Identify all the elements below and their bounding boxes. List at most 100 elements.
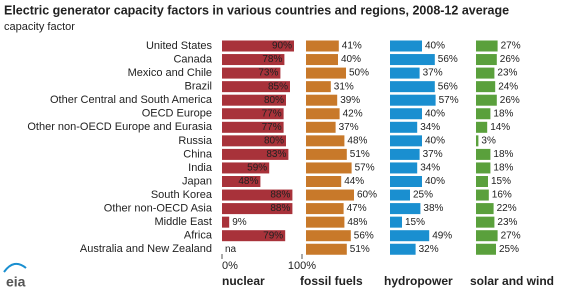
- value-label: 90%: [272, 41, 292, 52]
- value-label: 77%: [262, 108, 282, 119]
- logo: eia: [3, 262, 27, 290]
- value-label: 85%: [268, 81, 288, 92]
- value-label: 38%: [423, 203, 443, 214]
- bar: [476, 243, 496, 255]
- bar: [222, 203, 293, 215]
- bar: [306, 81, 331, 93]
- bar: [476, 176, 488, 187]
- bar: [222, 189, 293, 201]
- bar: [222, 162, 270, 174]
- value-label: 26%: [500, 54, 520, 65]
- bar: [222, 81, 290, 93]
- value-label: 24%: [498, 81, 518, 92]
- bar: [476, 162, 491, 174]
- value-label: 22%: [497, 203, 517, 214]
- bar: [390, 67, 420, 79]
- chart-subtitle: capacity factor: [4, 21, 75, 33]
- bar: [222, 108, 284, 120]
- category-label: United States: [146, 40, 213, 52]
- value-label: 77%: [262, 122, 282, 133]
- value-label: 59%: [247, 163, 267, 174]
- value-label: 56%: [354, 230, 374, 241]
- bar: [306, 203, 344, 215]
- value-label: 79%: [263, 230, 283, 241]
- value-label: 88%: [270, 203, 290, 214]
- value-label: 40%: [425, 108, 445, 119]
- value-label: 27%: [501, 230, 521, 241]
- value-label: 40%: [341, 54, 361, 65]
- category-label: Canada: [173, 53, 212, 65]
- category-label: Africa: [184, 230, 213, 242]
- bar: [476, 54, 497, 66]
- value-label: 9%: [232, 217, 247, 228]
- bar: [222, 135, 286, 147]
- logo-text: eia: [6, 274, 26, 290]
- category-label: Japan: [182, 175, 212, 187]
- bar: [476, 121, 488, 133]
- bar: [390, 216, 402, 228]
- bar: [476, 230, 498, 242]
- value-label: 51%: [350, 244, 370, 255]
- x-tick-label: 100%: [288, 260, 316, 272]
- value-label: 80%: [264, 135, 284, 146]
- value-label: 83%: [266, 149, 286, 160]
- value-label: 40%: [425, 41, 445, 52]
- bar: [390, 40, 422, 52]
- value-label: 56%: [438, 54, 458, 65]
- bar: [306, 230, 351, 242]
- bar: [390, 189, 410, 201]
- bar: [476, 203, 494, 215]
- bar: [390, 230, 430, 242]
- value-label: 25%: [413, 190, 433, 201]
- bar: [222, 216, 230, 228]
- value-label: 3%: [481, 135, 496, 146]
- category-label: India: [188, 162, 213, 174]
- category-label: Mexico and Chile: [128, 67, 212, 79]
- chart-title: Electric generator capacity factors in v…: [4, 3, 509, 17]
- legend-label: fossil fuels: [300, 274, 363, 288]
- legend-label: solar and wind: [470, 274, 554, 288]
- value-label: na: [225, 244, 237, 255]
- bar: [306, 54, 338, 66]
- value-label: 88%: [270, 190, 290, 201]
- logo-arc: [3, 262, 27, 273]
- bar: [476, 189, 489, 201]
- bar: [222, 54, 285, 66]
- value-label: 25%: [499, 244, 519, 255]
- value-label: 44%: [344, 176, 364, 187]
- value-label: 37%: [339, 122, 359, 133]
- bar: [390, 176, 422, 187]
- bar: [476, 135, 479, 147]
- bar: [476, 81, 496, 93]
- bar: [306, 243, 347, 255]
- value-label: 27%: [501, 41, 521, 52]
- bar: [222, 230, 286, 242]
- value-label: 18%: [493, 108, 513, 119]
- value-label: 32%: [419, 244, 439, 255]
- value-label: 34%: [420, 122, 440, 133]
- x-tick-label: 0%: [222, 260, 238, 272]
- category-label: Russia: [178, 135, 213, 147]
- bar: [222, 121, 284, 133]
- bar: [476, 108, 491, 120]
- bar: [476, 67, 495, 79]
- value-label: 18%: [493, 163, 513, 174]
- value-label: 40%: [425, 176, 445, 187]
- value-label: 56%: [438, 81, 458, 92]
- value-label: 48%: [347, 135, 367, 146]
- bar: [306, 94, 338, 106]
- value-label: 23%: [497, 217, 517, 228]
- value-label: 40%: [425, 135, 445, 146]
- bar: [476, 216, 495, 228]
- legend-label: hydropower: [384, 274, 453, 288]
- value-label: 39%: [340, 95, 360, 106]
- bar: [390, 121, 418, 133]
- bar: [476, 148, 491, 160]
- value-label: 31%: [334, 81, 354, 92]
- bar: [390, 54, 435, 66]
- category-label: Other non-OECD Europe and Eurasia: [27, 121, 213, 133]
- category-label: Australia and New Zealand: [80, 243, 212, 255]
- bar: [476, 94, 497, 106]
- value-label: 37%: [423, 68, 443, 79]
